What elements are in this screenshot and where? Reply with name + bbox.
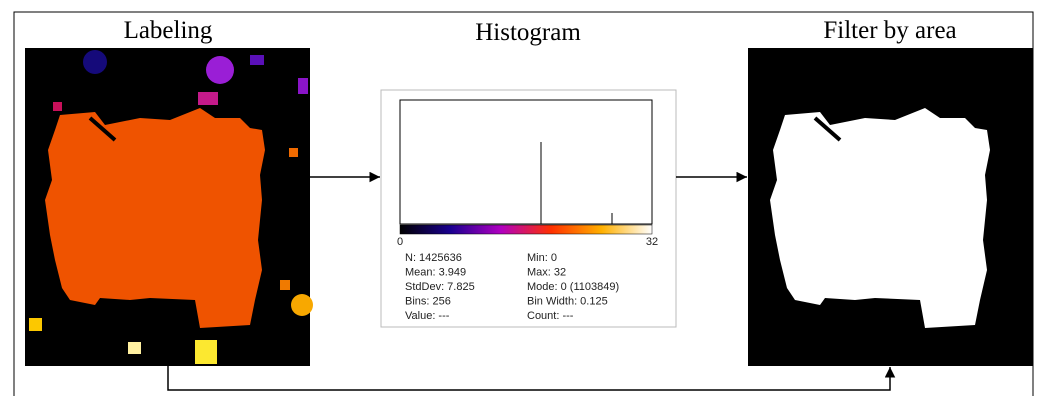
filter-title: Filter by area [823,17,956,44]
histogram-stat: StdDev: 7.825 [405,281,475,293]
histogram-stat: Min: 0 [527,252,557,264]
histogram-title: Histogram [475,19,581,46]
labeling-title: Labeling [124,17,213,44]
filter-image [748,48,1033,366]
histogram-stat: Mode: 0 (1103849) [527,281,619,293]
axis-min-label: 0 [397,236,403,248]
axis-max-label: 32 [646,236,658,248]
histogram-stat: N: 1425636 [405,252,462,264]
histogram-stat: Bins: 256 [405,295,451,307]
histogram-stat: Max: 32 [527,266,566,278]
histogram-stat: Count: --- [527,310,574,322]
labeling-image [25,48,313,366]
histogram-stat: Mean: 3.949 [405,266,466,278]
histogram-stat: Bin Width: 0.125 [527,295,608,307]
figure: Labeling Histogram Filter by area 0 32 N… [0,0,1043,396]
histogram-panel: 0 32 N: 1425636 Mean: 3.949 StdDev: 7.825 B… [381,90,676,327]
histogram-stat: Value: --- [405,310,450,322]
